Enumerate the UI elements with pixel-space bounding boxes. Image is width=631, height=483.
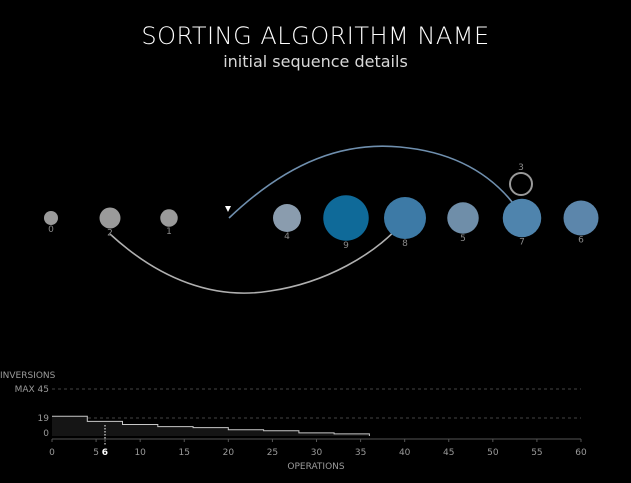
sequence-element-label: 4 [284, 232, 290, 242]
x-axis-tick-label: 40 [399, 448, 411, 458]
x-axis-tick-label: 5 [93, 448, 99, 458]
x-axis-tick-label: 15 [179, 448, 190, 458]
sequence-element-label: 1 [166, 227, 172, 237]
sequence-element-circle [323, 195, 369, 241]
sequence-element-label: 5 [460, 234, 466, 244]
swap-arc-lower [109, 220, 405, 294]
sequence-element-label: 2 [107, 229, 113, 239]
zero-inversions-label: 0 [43, 429, 49, 439]
x-axis-tick-label: 30 [311, 448, 323, 458]
held-element-circle [509, 172, 533, 196]
inversions-chart: INVERSIONS MAX 45 19 0 0 5 6 10 15 20 25 30 35 40… [0, 371, 587, 472]
x-axis-tick-label: 55 [531, 448, 542, 458]
inversions-axis-title: INVERSIONS [0, 371, 56, 381]
swap-arc-upper [228, 145, 522, 219]
page-title: SORTING ALGORITHM NAME [141, 22, 490, 50]
x-axis-tick-label: 60 [575, 448, 587, 458]
sequence-element-circle [563, 200, 599, 236]
x-axis-tick-label: 45 [443, 448, 454, 458]
page-subtitle: initial sequence details [223, 52, 408, 71]
sequence-element-circle [273, 204, 301, 232]
x-axis-tick-label: 6 [102, 448, 108, 458]
sequence-element-circle [447, 202, 479, 234]
max-inversions-label: MAX 45 [15, 385, 49, 395]
held-element-label: 3 [518, 163, 524, 173]
x-axis-tick-label: 20 [223, 448, 235, 458]
sequence-elements: 0 2 1 4 9 8 5 7 6 [44, 195, 599, 251]
x-axis-tick-label: 25 [267, 448, 278, 458]
sequence-element-circle [160, 209, 178, 227]
inversions-line [52, 415, 370, 436]
x-axis-tick-label: 50 [487, 448, 499, 458]
current-inversions-label: 19 [38, 414, 50, 424]
sequence-element-circle [502, 198, 542, 238]
x-axis-tick-label: 0 [49, 448, 55, 458]
sequence-element-label: 9 [343, 241, 349, 251]
sequence-element-circle [384, 197, 426, 239]
sequence-element-label: 0 [48, 225, 54, 235]
sequence-element-label: 8 [402, 239, 408, 249]
x-axis-tick-label: 35 [355, 448, 366, 458]
sequence-element-label: 6 [578, 236, 584, 246]
operations-axis-title: OPERATIONS [287, 462, 345, 472]
sequence-element-circle [99, 207, 121, 229]
x-axis-tick-label: 10 [134, 448, 146, 458]
sequence-element-label: 7 [519, 237, 525, 247]
held-element: 3 [509, 163, 533, 196]
sequence-element-circle [44, 211, 58, 225]
x-axis-ticks: 0 5 6 10 15 20 25 30 35 40 45 50 55 60 [49, 439, 587, 458]
insert-arrow-icon [225, 206, 231, 212]
